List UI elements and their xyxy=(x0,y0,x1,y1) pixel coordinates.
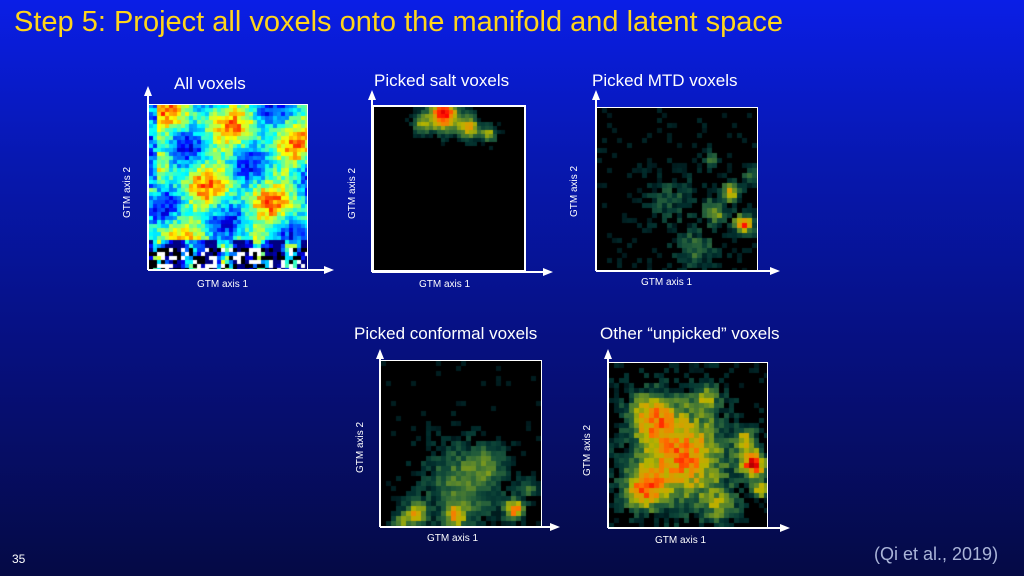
citation: (Qi et al., 2019) xyxy=(874,544,999,564)
panel-title-salt-voxels: Picked salt voxels xyxy=(374,71,510,90)
xlabel-unpicked-voxels: GTM axis 1 xyxy=(655,535,707,546)
panel-title-mtd-voxels: Picked MTD voxels xyxy=(592,71,738,90)
xlabel-salt-voxels: GTM axis 1 xyxy=(419,279,471,290)
heatmap-all-voxels xyxy=(149,104,307,269)
ylabel-all-voxels: GTM axis 2 xyxy=(122,166,133,218)
panel-title-conformal-voxels: Picked conformal voxels xyxy=(354,324,538,343)
heatmap-conformal-voxels xyxy=(381,361,541,527)
ylabel-mtd-voxels: GTM axis 2 xyxy=(569,165,580,217)
xlabel-all-voxels: GTM axis 1 xyxy=(197,279,249,290)
heatmap-salt-voxels xyxy=(373,106,525,271)
ylabel-unpicked-voxels: GTM axis 2 xyxy=(582,424,593,476)
panel-title-all-voxels: All voxels xyxy=(174,74,246,93)
page-number: 35 xyxy=(12,552,26,566)
xlabel-mtd-voxels: GTM axis 1 xyxy=(641,277,693,288)
ylabel-conformal-voxels: GTM axis 2 xyxy=(355,421,366,473)
heatmap-unpicked-voxels xyxy=(609,363,767,528)
heatmap-mtd-voxels xyxy=(597,108,757,271)
slide-title: Step 5: Project all voxels onto the mani… xyxy=(14,6,783,38)
panel-title-unpicked-voxels: Other “unpicked” voxels xyxy=(600,324,780,343)
xlabel-conformal-voxels: GTM axis 1 xyxy=(427,533,479,544)
ylabel-salt-voxels: GTM axis 2 xyxy=(347,167,358,219)
